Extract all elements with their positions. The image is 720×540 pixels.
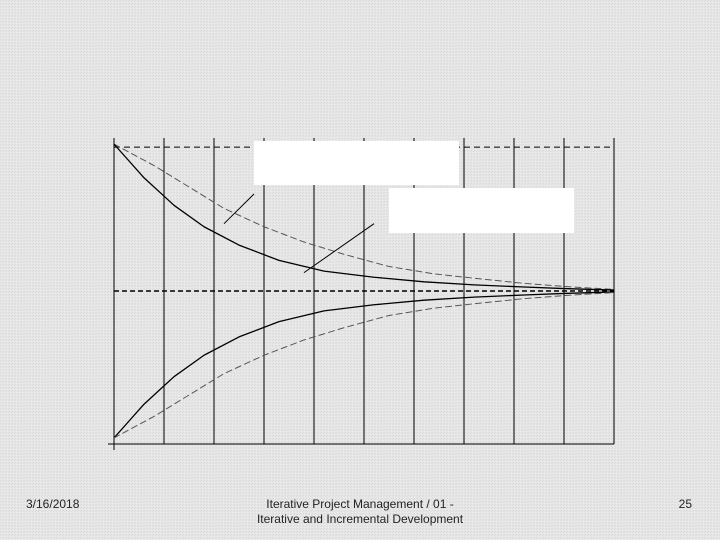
slide-footer: 3/16/2018 Iterative Project Management /… [0,497,720,537]
footer-page-number: 25 [679,497,692,511]
footer-title: Iterative Project Management / 01 - Iter… [220,497,500,527]
footer-title-line1: Iterative Project Management / 01 - [266,497,453,511]
chart-label-box-1 [254,141,459,185]
footer-date: 3/16/2018 [26,497,79,511]
chart-label-box-2 [389,188,574,232]
footer-title-line2: Iterative and Incremental Development [257,512,463,526]
